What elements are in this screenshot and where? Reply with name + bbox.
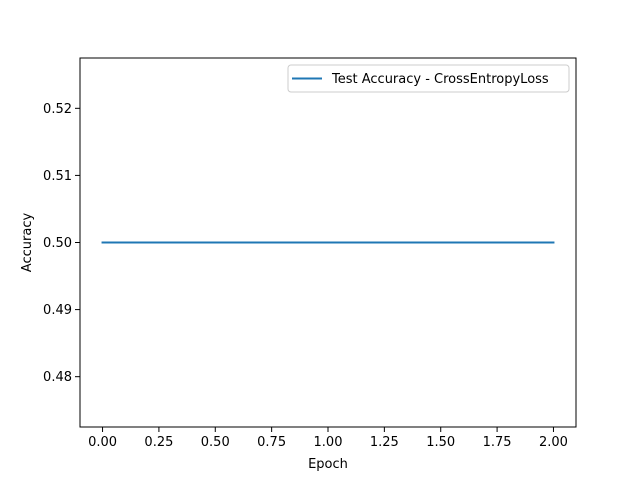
x-tick-label: 0.00: [88, 435, 117, 450]
y-tick-label: 0.52: [43, 102, 72, 117]
axes-frame: [79, 57, 577, 428]
legend-label: Test Accuracy - CrossEntropyLoss: [331, 72, 549, 87]
legend-box: [287, 64, 570, 93]
legend: Test Accuracy - CrossEntropyLoss: [287, 64, 570, 93]
y-axis-label: Accuracy: [20, 213, 35, 273]
y-tick-label: 0.51: [43, 169, 72, 184]
x-axis-label: Epoch: [308, 457, 348, 472]
y-tick-label: 0.49: [43, 303, 72, 318]
x-tick-label: 1.00: [314, 435, 343, 450]
ticks: 0.00 0.25 0.50 0.75 1.00 1.25 1.50 1.75 2.00 0.48…: [43, 102, 568, 450]
y-tick-label: 0.48: [43, 370, 72, 385]
x-tick-label: 0.50: [201, 435, 230, 450]
y-tick-label: 0.50: [43, 236, 72, 251]
x-tick-label: 1.75: [483, 435, 512, 450]
x-tick-label: 1.50: [426, 435, 455, 450]
x-tick-label: 0.25: [144, 435, 173, 450]
x-tick-label: 1.25: [370, 435, 399, 450]
x-tick-label: 0.75: [257, 435, 286, 450]
x-tick-label: 2.00: [539, 435, 568, 450]
